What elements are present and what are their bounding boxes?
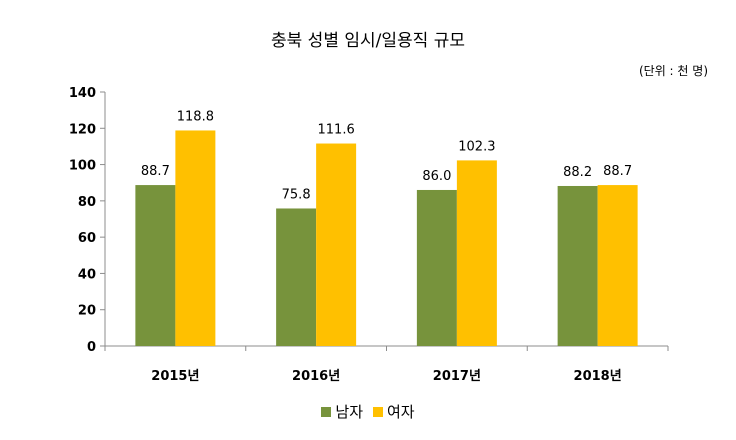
bars bbox=[135, 130, 638, 346]
data-label: 75.8 bbox=[282, 187, 311, 202]
y-tick-label: 100 bbox=[69, 159, 96, 174]
data-label: 88.7 bbox=[141, 164, 170, 179]
legend: 남자 여자 bbox=[0, 401, 736, 422]
x-tick-label: 2016년 bbox=[292, 369, 340, 384]
data-label: 102.3 bbox=[458, 139, 495, 154]
chart-title: 충북 성별 임시/일용직 규모 bbox=[271, 31, 465, 51]
legend-label-male: 남자 bbox=[335, 403, 363, 421]
legend-swatch-male bbox=[321, 406, 332, 417]
bar-male bbox=[135, 185, 176, 346]
data-label: 111.6 bbox=[318, 123, 355, 138]
data-label: 88.2 bbox=[563, 165, 592, 180]
bar-female bbox=[175, 130, 216, 346]
y-tick-label: 0 bbox=[87, 340, 96, 355]
y-tick-label: 60 bbox=[78, 231, 96, 246]
legend-swatch-female bbox=[373, 406, 383, 417]
data-label: 88.7 bbox=[603, 164, 632, 179]
legend-item-female: 여자 bbox=[373, 401, 415, 422]
bar-female bbox=[316, 143, 357, 346]
x-tick-label: 2017년 bbox=[433, 369, 481, 384]
data-label: 86.0 bbox=[422, 169, 451, 184]
y-tick-label: 20 bbox=[78, 304, 96, 319]
x-tick-label: 2015년 bbox=[151, 369, 199, 384]
legend-item-male: 남자 bbox=[321, 401, 363, 422]
data-label: 118.8 bbox=[177, 109, 214, 124]
y-tick-label: 120 bbox=[69, 122, 96, 137]
unit-label: (단위 : 천 명) bbox=[638, 64, 708, 78]
bar-female bbox=[456, 160, 497, 346]
bar-female bbox=[597, 185, 638, 346]
bar-male bbox=[557, 185, 598, 346]
x-tick-label: 2018년 bbox=[574, 369, 622, 384]
legend-label-female: 여자 bbox=[387, 403, 415, 421]
y-tick-label: 140 bbox=[69, 86, 96, 101]
y-tick-label: 40 bbox=[78, 267, 96, 282]
bar-male bbox=[276, 208, 317, 346]
y-tick-label: 80 bbox=[78, 195, 96, 210]
bar-male bbox=[416, 189, 457, 346]
data-labels: 88.7 118.8 75.8 111.6 86.0 102.3 88.2 88.7 bbox=[141, 109, 632, 202]
